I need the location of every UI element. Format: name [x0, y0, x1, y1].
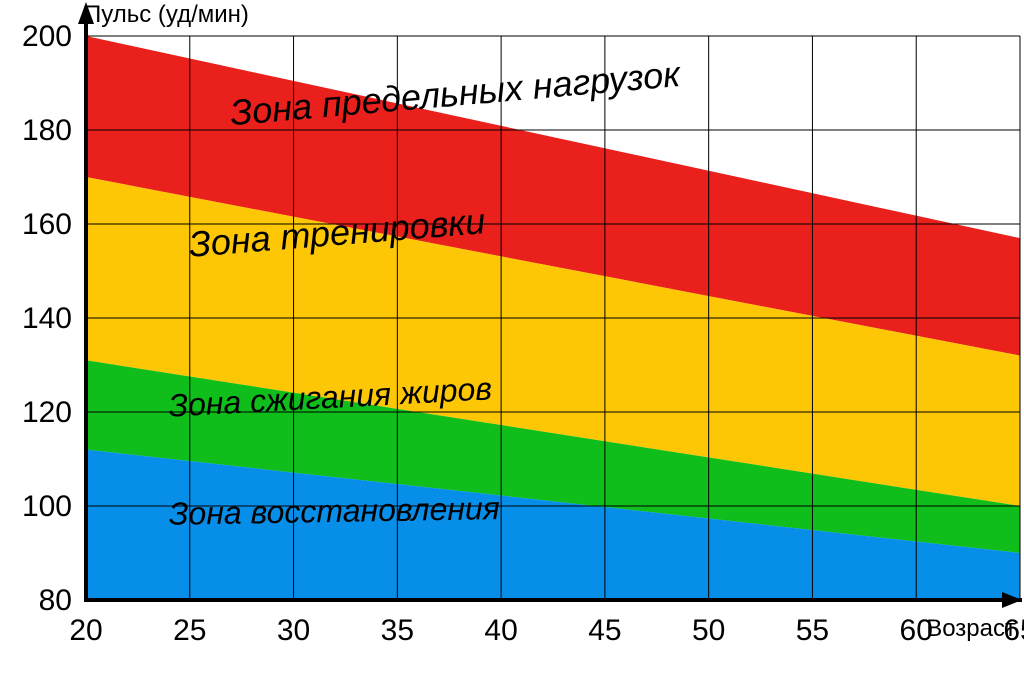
y-tick-label: 120 [22, 396, 72, 429]
x-axis-title: Возраст [926, 615, 1016, 642]
y-tick-label: 160 [22, 208, 72, 241]
x-tick-label: 25 [173, 614, 206, 647]
x-tick-label: 50 [692, 614, 725, 647]
y-tick-label: 100 [22, 490, 72, 523]
x-tick-label: 35 [381, 614, 414, 647]
y-tick-label: 140 [22, 302, 72, 335]
zone-label-recovery: Зона восстановления [169, 490, 501, 532]
x-tick-label: 40 [484, 614, 517, 647]
x-tick-label: 45 [588, 614, 621, 647]
y-tick-label: 200 [22, 20, 72, 53]
y-tick-label: 80 [39, 584, 72, 617]
x-tick-label: 55 [796, 614, 829, 647]
x-tick-label: 20 [69, 614, 102, 647]
chart-svg: 2025303540455055606580100120140160180200… [0, 0, 1024, 696]
y-axis-title: Пульс (уд/мин) [84, 1, 249, 28]
y-tick-label: 180 [22, 114, 72, 147]
x-tick-label: 30 [277, 614, 310, 647]
heart-rate-zones-chart: 2025303540455055606580100120140160180200… [0, 0, 1024, 696]
